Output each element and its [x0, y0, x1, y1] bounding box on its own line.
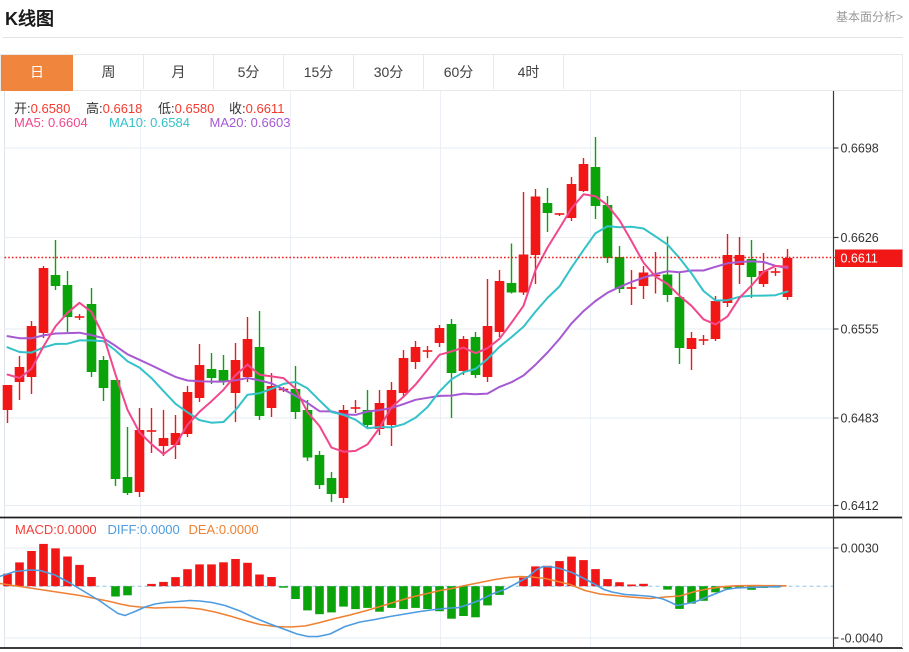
svg-text:DIFF:0.0000: DIFF:0.0000 [108, 522, 180, 537]
svg-text:DEA:0.0000: DEA:0.0000 [189, 522, 259, 537]
svg-text:0.6483: 0.6483 [841, 411, 879, 425]
svg-text:0.6412: 0.6412 [841, 499, 879, 513]
svg-text:0.6698: 0.6698 [841, 141, 879, 155]
svg-text:-0.0040: -0.0040 [841, 631, 883, 645]
svg-text:MACD:0.0000: MACD:0.0000 [15, 522, 97, 537]
svg-text:0.6626: 0.6626 [841, 231, 879, 245]
svg-text:0.6555: 0.6555 [841, 322, 879, 336]
svg-text:0.6611: 0.6611 [841, 251, 878, 265]
svg-text:0.0030: 0.0030 [841, 541, 879, 555]
